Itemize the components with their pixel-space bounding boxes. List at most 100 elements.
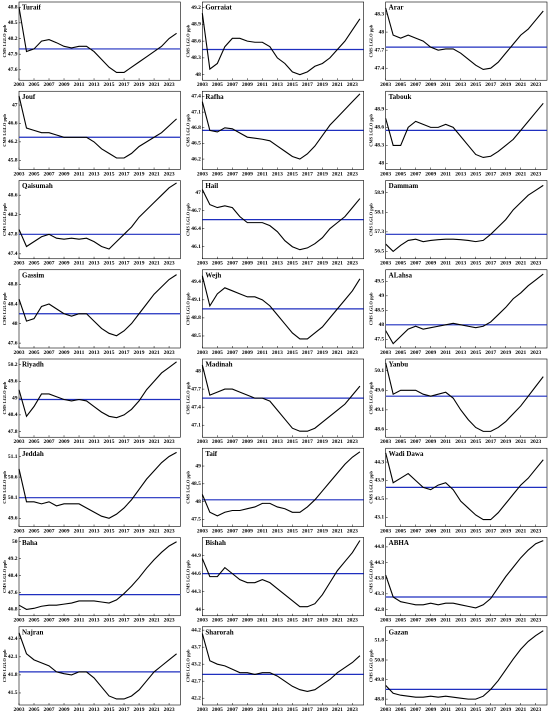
x-tick-label: 2017 bbox=[485, 707, 496, 713]
chart-title: Tabouk bbox=[389, 93, 412, 101]
x-tick-label: 2015 bbox=[470, 439, 481, 445]
y-tick-label: 49.5 bbox=[375, 279, 385, 285]
x-tick-label: 2013 bbox=[272, 171, 283, 177]
y-axis-label: CMS LGLO ppb bbox=[369, 24, 374, 57]
y-tick-label: 47.7 bbox=[375, 47, 385, 53]
x-tick-label: 2021 bbox=[515, 350, 526, 356]
panel: 48.5 48.8 49.1 49.4 2003 2005 2007 2009 2011 2013… bbox=[185, 269, 364, 356]
x-tick-label: 2011 bbox=[257, 350, 268, 356]
y-tick-label: 49.2 bbox=[8, 556, 18, 562]
x-tick-label: 2003 bbox=[197, 439, 208, 445]
chart-title: Baha bbox=[22, 539, 38, 547]
y-tick-label: 47.1 bbox=[191, 109, 201, 115]
panel: 47.8 48.4 49 49.6 50.2 2003 2005 2007 2009 2011 20… bbox=[2, 358, 181, 445]
x-tick-label: 2019 bbox=[500, 707, 511, 713]
x-tick-label: 2015 bbox=[104, 261, 115, 267]
x-tick-label: 2003 bbox=[197, 261, 208, 267]
chart-title: Gorraiat bbox=[205, 4, 232, 12]
x-tick-label: 2017 bbox=[485, 439, 496, 445]
x-tick-label: 2003 bbox=[380, 618, 391, 624]
x-tick-label: 2019 bbox=[317, 350, 328, 356]
x-tick-label: 2003 bbox=[14, 439, 25, 445]
x-tick-label: 2007 bbox=[44, 439, 55, 445]
y-tick-label: 43.1 bbox=[375, 515, 385, 521]
data-line bbox=[18, 361, 177, 419]
y-axis-label: CMS LGLO ppb bbox=[185, 649, 190, 682]
chart-title: Jeddah bbox=[22, 450, 44, 458]
x-tick-label: 2023 bbox=[530, 528, 541, 534]
x-tick-label: 2021 bbox=[332, 528, 343, 534]
x-tick-label: 2015 bbox=[287, 82, 298, 88]
x-tick-label: 2019 bbox=[500, 261, 511, 267]
panel: 45.8 46.2 46.6 47 2003 2005 2007 2009 2011 2013 20… bbox=[2, 90, 181, 177]
y-tick-label: 50.6 bbox=[8, 474, 18, 480]
y-tick-label: 48.4 bbox=[8, 412, 18, 418]
x-tick-label: 2021 bbox=[332, 439, 343, 445]
chart-title: Rafha bbox=[205, 93, 224, 101]
x-tick-label: 2021 bbox=[515, 261, 526, 267]
x-tick-label: 2011 bbox=[440, 439, 451, 445]
x-tick-label: 2015 bbox=[104, 82, 115, 88]
x-tick-label: 2009 bbox=[59, 82, 70, 88]
x-tick-label: 2011 bbox=[74, 439, 85, 445]
x-tick-label: 2017 bbox=[302, 707, 313, 713]
chart-title: Wejh bbox=[205, 271, 221, 279]
y-tick-label: 46.6 bbox=[8, 121, 18, 127]
x-tick-label: 2007 bbox=[410, 261, 421, 267]
chart-title: Taif bbox=[205, 450, 217, 458]
y-axis-label: CMS LGLO ppb bbox=[2, 560, 7, 593]
x-tick-label: 2023 bbox=[347, 82, 358, 88]
data-line bbox=[201, 13, 361, 76]
x-tick-label: 2009 bbox=[242, 618, 253, 624]
x-tick-label: 2009 bbox=[242, 261, 253, 267]
x-tick-label: 2007 bbox=[410, 171, 421, 177]
x-tick-label: 2003 bbox=[14, 707, 25, 713]
x-tick-label: 2013 bbox=[89, 528, 100, 534]
y-tick-label: 48.9 bbox=[191, 22, 201, 28]
x-tick-label: 2009 bbox=[59, 261, 70, 267]
x-tick-label: 2009 bbox=[59, 618, 70, 624]
x-tick-label: 2019 bbox=[134, 171, 145, 177]
y-tick-label: 48.2 bbox=[8, 36, 18, 42]
panel: 47.6 48 48.4 48.8 2003 2005 2007 2009 2011 2013 20… bbox=[2, 269, 181, 356]
panel: 49.6 50.1 50.6 51.1 2003 2005 2007 2009 2011 2013… bbox=[2, 447, 181, 534]
data-line bbox=[18, 274, 177, 337]
x-tick-label: 2019 bbox=[317, 171, 328, 177]
x-tick-label: 2021 bbox=[515, 82, 526, 88]
plot-frame bbox=[385, 1, 548, 81]
x-tick-label: 2017 bbox=[302, 618, 313, 624]
x-tick-label: 2003 bbox=[14, 528, 25, 534]
x-tick-label: 2015 bbox=[287, 618, 298, 624]
x-tick-label: 2021 bbox=[149, 261, 160, 267]
chart-title: Wadi Dawa bbox=[389, 450, 424, 458]
plot-frame bbox=[202, 447, 364, 527]
y-axis-label: CMS LGLO ppb bbox=[185, 292, 190, 325]
x-tick-label: 2015 bbox=[287, 439, 298, 445]
x-tick-label: 2023 bbox=[347, 707, 358, 713]
x-tick-label: 2017 bbox=[302, 82, 313, 88]
y-tick-label: 41.5 bbox=[8, 690, 18, 696]
y-tick-label: 50.2 bbox=[8, 362, 18, 368]
x-tick-label: 2013 bbox=[89, 350, 100, 356]
x-tick-label: 2007 bbox=[227, 618, 238, 624]
data-line bbox=[201, 189, 361, 251]
y-tick-label: 50.8 bbox=[375, 657, 385, 663]
y-tick-label: 48.4 bbox=[8, 301, 18, 307]
x-tick-label: 2005 bbox=[29, 261, 40, 267]
x-tick-label: 2023 bbox=[347, 439, 358, 445]
chart-title: Gassim bbox=[22, 271, 44, 279]
x-tick-label: 2007 bbox=[227, 261, 238, 267]
y-tick-label: 48 bbox=[379, 161, 385, 167]
x-tick-label: 2011 bbox=[74, 528, 85, 534]
y-tick-label: 46.8 bbox=[8, 607, 18, 613]
x-tick-label: 2007 bbox=[410, 350, 421, 356]
x-tick-label: 2011 bbox=[257, 261, 268, 267]
data-line bbox=[18, 541, 177, 610]
x-tick-label: 2007 bbox=[44, 261, 55, 267]
x-tick-label: 2023 bbox=[530, 82, 541, 88]
x-tick-label: 2005 bbox=[395, 350, 406, 356]
x-tick-label: 2019 bbox=[134, 528, 145, 534]
x-tick-label: 2015 bbox=[287, 350, 298, 356]
plot-frame bbox=[18, 358, 181, 438]
y-tick-label: 46.4 bbox=[191, 226, 201, 232]
